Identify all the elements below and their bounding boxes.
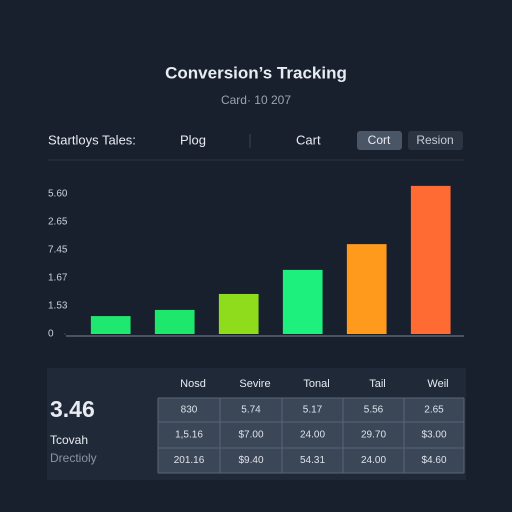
chart: 0 1.53 1.67 7.45 2.65 5.60 xyxy=(48,185,464,340)
y-tick-label: 5.60 xyxy=(48,189,68,200)
tab[interactable]: Plog xyxy=(180,132,206,147)
y-tick-label: 1.67 xyxy=(48,273,68,284)
table-cell: 54.31 xyxy=(300,455,325,466)
column-header: Tonal xyxy=(303,378,329,390)
table-cell: 24.00 xyxy=(361,455,386,466)
table: Nosd Sevire Tonal Tail Weil 830 5.74 5.17 5.56 2.… xyxy=(157,378,465,474)
tabs-label: Startloys Tales: xyxy=(48,132,136,147)
summary-note: Drectioly xyxy=(50,451,97,465)
table-cell: 201.16 xyxy=(174,455,205,466)
table-cell: $7.00 xyxy=(238,430,263,441)
bar xyxy=(282,269,323,334)
tab[interactable]: Cort xyxy=(368,133,391,147)
table-body xyxy=(158,398,464,473)
tab[interactable]: Cart xyxy=(296,132,321,147)
table-cell: $4.60 xyxy=(421,455,446,466)
column-header: Tail xyxy=(369,378,386,390)
tab[interactable]: Resion xyxy=(416,133,453,147)
bar xyxy=(90,316,131,334)
summary-value: 3.46 xyxy=(50,396,95,422)
table-cell: 2.65 xyxy=(424,405,444,416)
subtitle: Card· 10 207 xyxy=(221,93,291,107)
column-header: Sevire xyxy=(239,378,270,390)
table-cell: $3.00 xyxy=(421,430,446,441)
bar xyxy=(346,244,387,334)
column-header: Weil xyxy=(427,378,448,390)
tab-button[interactable] xyxy=(408,131,463,150)
y-tick-label: 7.45 xyxy=(48,245,68,256)
table-cell: 830 xyxy=(181,405,198,416)
summary-label: Tcovah xyxy=(50,433,88,447)
bar xyxy=(154,309,195,334)
table-cell: 29.70 xyxy=(361,430,386,441)
bar xyxy=(218,293,259,334)
y-tick-label: 1.53 xyxy=(48,301,68,312)
bar xyxy=(410,185,451,334)
column-header: Nosd xyxy=(180,378,206,390)
tab-button-active[interactable] xyxy=(357,131,402,150)
table-cell: 24.00 xyxy=(300,430,325,441)
table-cell: 5.74 xyxy=(241,405,261,416)
table-cell: 5.56 xyxy=(364,405,384,416)
table-cell: 5.17 xyxy=(303,405,323,416)
y-tick-label: 0 xyxy=(48,329,54,340)
table-cell: 1,5.16 xyxy=(175,430,203,441)
title: Conversion’s Tracking xyxy=(165,63,347,82)
table-cell: $9.40 xyxy=(238,455,263,466)
y-tick-label: 2.65 xyxy=(48,217,68,228)
